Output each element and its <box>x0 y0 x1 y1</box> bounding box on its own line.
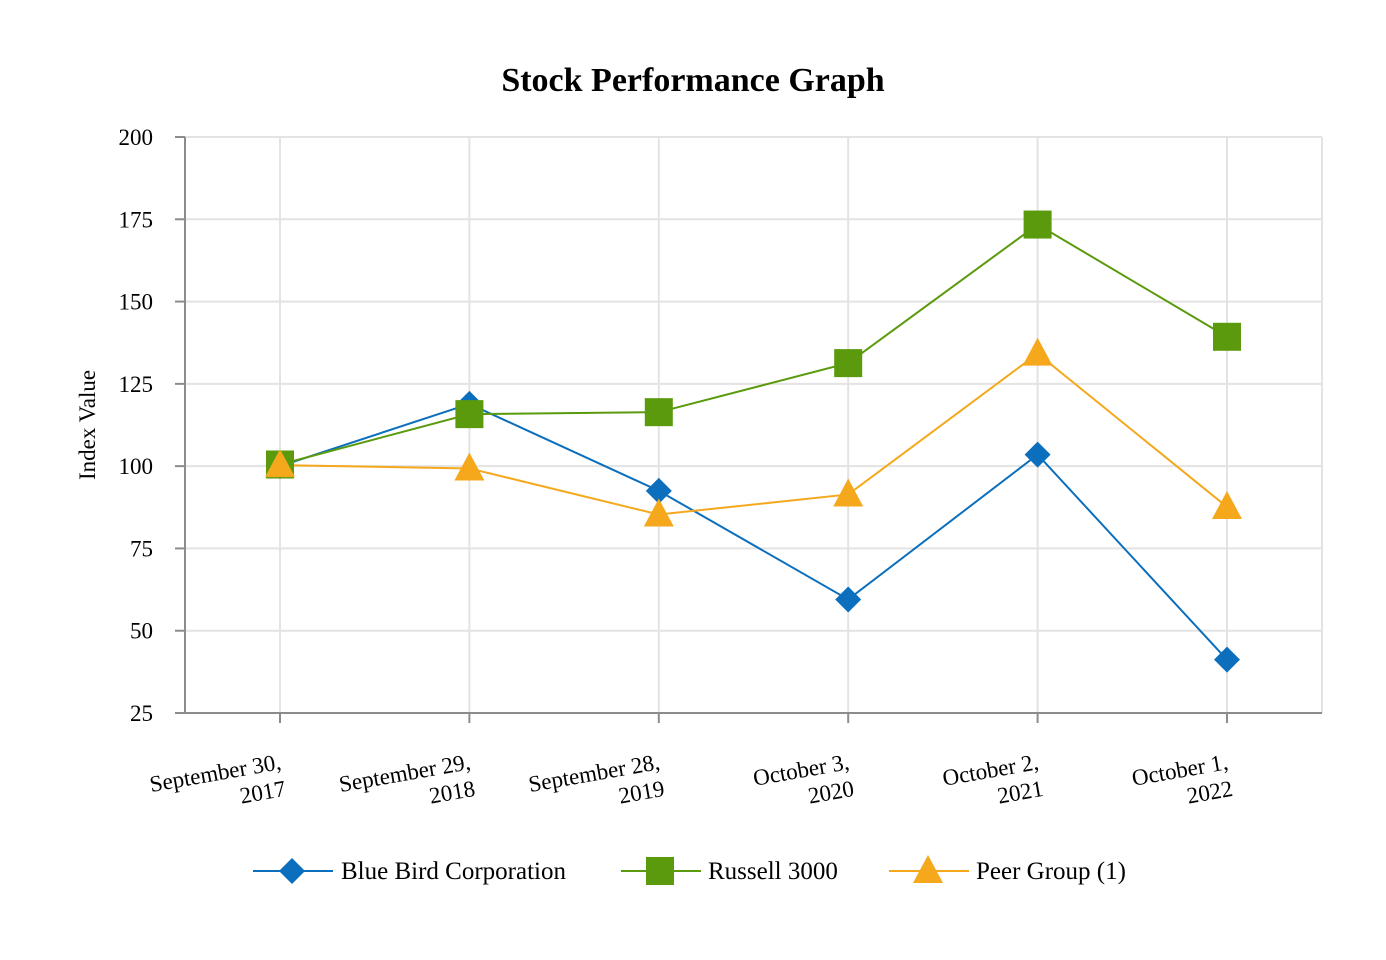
legend-marker-diamond <box>279 858 305 884</box>
series-line <box>279 352 1228 516</box>
x-tick-label-line: 2017 <box>238 776 288 809</box>
x-tick-label: September 30,2017 <box>148 749 288 823</box>
legend-label: Russell 3000 <box>708 858 838 885</box>
legend-marker-square <box>646 857 674 885</box>
legend-label: Blue Bird Corporation <box>341 858 566 885</box>
x-tick-label: October 3,2020 <box>751 749 856 817</box>
data-point-diamond <box>645 477 672 504</box>
y-tick-label: 25 <box>130 701 153 726</box>
data-point-square <box>644 398 673 427</box>
legend-label: Peer Group (1) <box>976 858 1126 885</box>
y-tick-label: 50 <box>130 619 153 644</box>
legend-marker-triangle <box>913 855 943 883</box>
series-line <box>279 402 1228 661</box>
y-tick-label: 100 <box>119 454 154 479</box>
x-tick-label-line: 2020 <box>806 776 856 809</box>
y-tick-label: 175 <box>119 207 154 232</box>
y-tick-label: 200 <box>119 125 154 150</box>
x-tick-label-line: 2022 <box>1185 776 1235 809</box>
series-russell-3000 <box>279 223 1228 466</box>
x-tick-label: October 1,2022 <box>1130 749 1235 817</box>
data-point-square <box>834 349 863 378</box>
data-point-diamond <box>1024 441 1051 468</box>
legend-item: Blue Bird Corporation <box>253 858 566 885</box>
legend-item: Peer Group (1) <box>889 855 1126 885</box>
data-point-triangle <box>454 452 485 481</box>
y-axis-label: Index Value <box>75 370 100 480</box>
data-point-triangle <box>833 478 864 507</box>
axis-layer: 25 50 75 100 125 150 175 200 September 30,2017 Se… <box>119 125 1322 823</box>
series-layer <box>265 210 1242 673</box>
data-point-diamond <box>835 586 862 613</box>
data-point-square <box>1023 210 1052 239</box>
x-tick-label: October 2,2021 <box>941 749 1046 817</box>
data-point-triangle <box>1022 337 1053 366</box>
data-point-triangle <box>1212 490 1242 519</box>
legend-item: Russell 3000 <box>621 857 838 885</box>
data-point-square <box>455 400 484 429</box>
chart-title: Stock Performance Graph <box>501 62 884 99</box>
series-markers <box>265 337 1242 527</box>
data-point-diamond <box>1214 646 1240 673</box>
series-blue-bird-corporation <box>279 402 1228 661</box>
legend: Blue Bird Corporation Russell 3000 Peer Gr… <box>253 855 1126 885</box>
y-tick-label: 150 <box>119 290 154 315</box>
y-tick-label: 75 <box>130 536 153 561</box>
x-tick-label: September 28,2019 <box>526 749 666 823</box>
data-point-triangle <box>643 498 674 527</box>
series-markers <box>266 210 1241 479</box>
y-tick-label: 125 <box>119 372 154 397</box>
data-point-square <box>1213 322 1241 351</box>
series-line <box>279 223 1228 466</box>
x-tick-label: September 29,2018 <box>337 749 477 823</box>
x-tick-label-line: 2018 <box>427 776 477 809</box>
x-tick-label-line: 2021 <box>996 776 1046 809</box>
data-point-triangle <box>265 449 295 478</box>
x-tick-label-line: 2019 <box>617 776 667 809</box>
grid-layer <box>185 136 1323 713</box>
series-peer-group-1 <box>279 352 1228 516</box>
